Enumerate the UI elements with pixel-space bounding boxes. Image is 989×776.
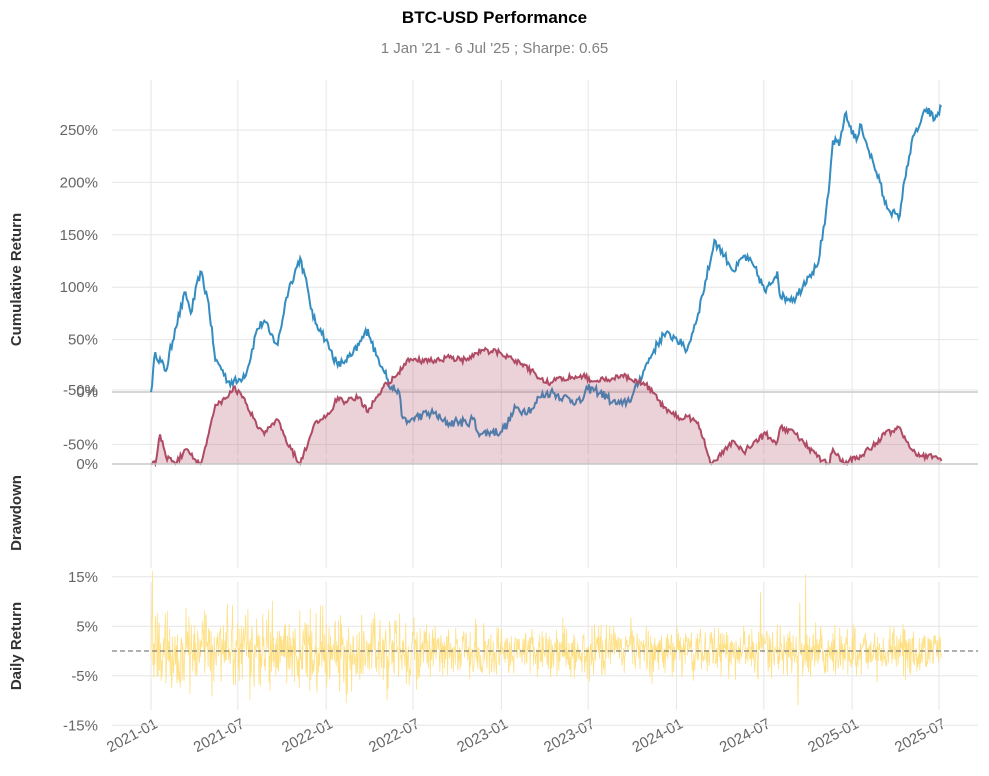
y-tick-label: -15%: [63, 717, 98, 734]
x-tick-label: 2025-07: [892, 715, 949, 756]
x-tick-label: 2024-01: [629, 715, 686, 756]
x-tick-label: 2025-01: [805, 715, 862, 756]
x-tick-label: 2023-01: [454, 715, 511, 756]
y-tick-label: -50%: [63, 382, 98, 399]
x-tick-label: 2023-07: [541, 715, 598, 756]
y-tick-label: -50%: [63, 436, 98, 453]
y-tick-label: 100%: [60, 279, 98, 296]
y-axis-label: Drawdown: [8, 475, 25, 551]
y-tick-label: 250%: [60, 122, 98, 139]
x-tick-label: 2022-07: [366, 715, 423, 756]
y-tick-label: 15%: [68, 569, 98, 586]
y-tick-label: 0%: [76, 384, 98, 401]
chart-subtitle: 1 Jan '21 - 6 Jul '25 ; Sharpe: 0.65: [380, 40, 609, 57]
y-tick-label: -5%: [71, 668, 98, 685]
x-tick-label: 2021-01: [104, 715, 161, 756]
y-tick-label: 200%: [60, 174, 98, 191]
x-tick-label: 2022-01: [279, 715, 336, 756]
drawdown-line: [151, 346, 943, 468]
x-tick-label: 2021-07: [191, 715, 248, 756]
x-tick-label: 2024-07: [717, 715, 774, 756]
y-tick-label: 150%: [60, 227, 98, 244]
cumulative-return-line: [150, 103, 943, 439]
y-axis-label: Daily Return: [8, 602, 25, 690]
chart-title: BTC-USD Performance: [401, 8, 588, 27]
drawdown-area: [151, 348, 942, 464]
y-tick-label: 50%: [68, 332, 98, 349]
y-tick-label: 0%: [76, 456, 98, 473]
y-axis-label: Cumulative Return: [8, 213, 25, 346]
y-tick-label: 5%: [76, 618, 98, 635]
daily-return-line: [150, 571, 942, 706]
